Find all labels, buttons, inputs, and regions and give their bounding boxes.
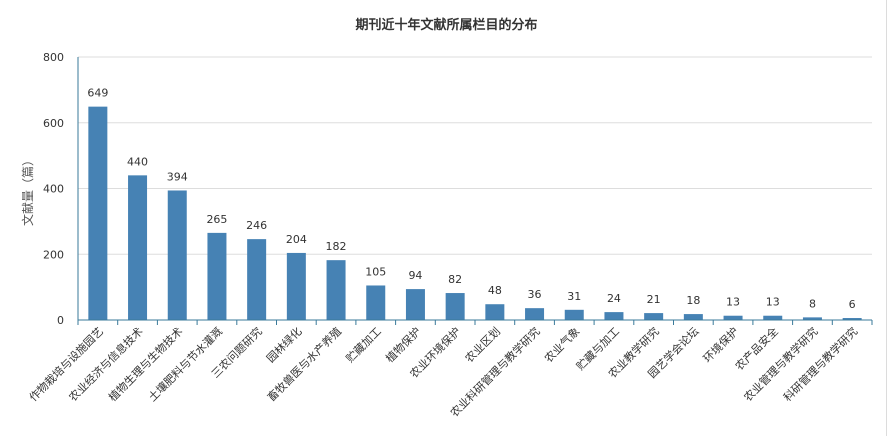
bar [564,309,584,320]
data-label: 13 [766,296,780,309]
data-label: 8 [809,297,816,310]
bar [405,289,425,320]
bar [485,304,505,320]
data-label: 440 [127,155,148,168]
bar [763,315,783,320]
bar [247,239,267,320]
x-tick-label: 园林绿化 [263,324,304,365]
x-tick-label: 土壤肥料与节水灌溉 [145,324,225,404]
bar [326,260,346,320]
bar [802,317,822,320]
bar [604,312,624,320]
bar [525,308,545,320]
data-label: 649 [87,87,108,100]
data-label: 394 [167,170,188,183]
bar [842,318,862,320]
data-label: 82 [448,273,462,286]
chart-title: 期刊近十年文献所属栏目的分布 [355,18,538,33]
label-layer: 649 作物栽培与设施园艺 440 农业经济与信息技术 394 植物生理与生物技术 265 土… [26,87,860,420]
data-label: 6 [849,298,856,311]
x-tick-label: 作物栽培与设施园艺 [26,324,106,404]
data-label: 36 [528,288,542,301]
x-tick-label: 农业气象 [541,324,582,365]
data-label: 31 [567,290,581,303]
bar [723,315,743,320]
data-label: 13 [726,296,740,309]
y-tick-label: 200 [43,248,64,261]
bar [286,252,306,320]
x-tick-label: 环境保护 [700,324,741,365]
bar [167,190,187,320]
bars-layer [88,106,862,320]
chart-border [886,0,887,436]
x-tick-label: 农业经济与信息技术 [66,324,146,404]
y-tick-label: 400 [43,183,64,196]
bar [207,232,227,320]
data-label: 94 [408,269,422,282]
x-tick-label: 农业管理与教学研究 [741,324,821,404]
bar [366,285,386,320]
bar [88,106,108,320]
axis-layer: 0 200 400 600 800 [43,51,873,327]
x-tick-label: 植物保护 [383,324,424,365]
data-label: 24 [607,292,621,305]
y-tick-label: 800 [43,51,64,64]
grid-layer [78,56,872,255]
data-label: 21 [647,293,661,306]
x-tick-label: 植物生理与生物技术 [105,324,185,404]
data-label: 246 [246,219,267,232]
x-tick-label: 农业区划 [462,324,503,365]
y-axis-title: 文献量（篇） [20,154,35,226]
data-label: 265 [206,213,227,226]
data-label: 182 [326,240,347,253]
data-label: 105 [365,265,386,278]
x-tick-label: 畜牧兽医与水产养殖 [264,324,344,404]
x-tick-label: 科研管理与教学研究 [780,324,860,404]
bar [445,293,465,320]
bar [683,314,703,320]
data-label: 204 [286,233,307,246]
bar [128,175,148,320]
data-label: 48 [488,284,502,297]
y-tick-label: 0 [57,314,64,327]
x-tick-label: 贮藏加工 [344,325,384,365]
data-label: 18 [686,294,700,307]
y-tick-label: 600 [43,117,64,130]
bar [644,313,664,320]
